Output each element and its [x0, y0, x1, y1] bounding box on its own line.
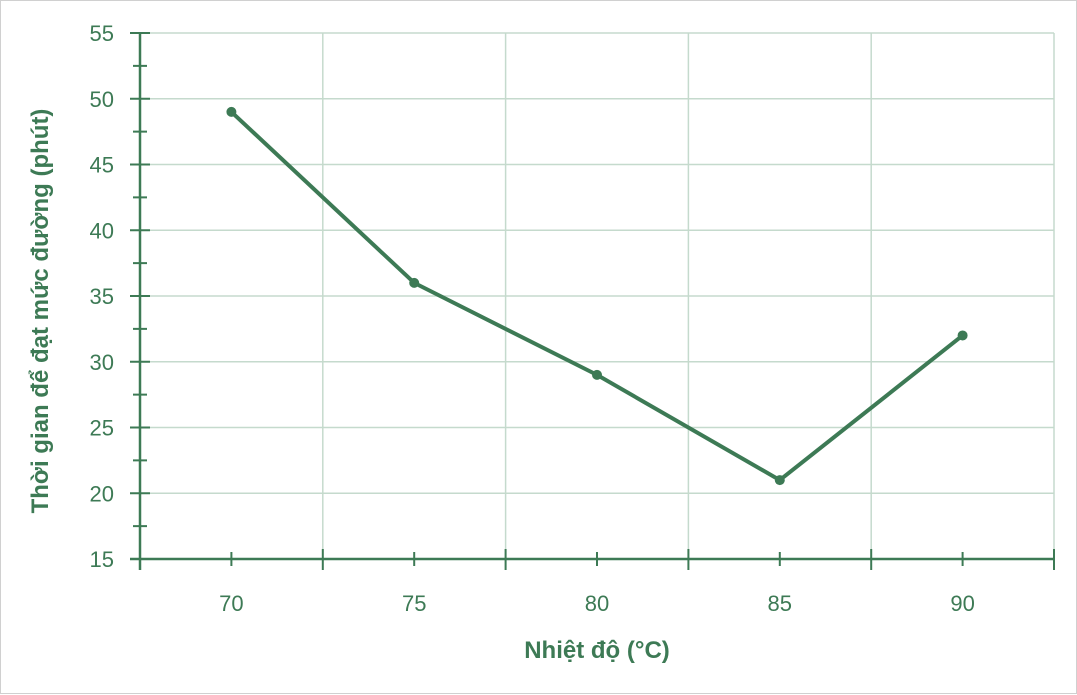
- y-tick-label: 50: [90, 87, 114, 112]
- data-point: [409, 277, 420, 288]
- y-axis-title: Thời gian để đạt mức đường (phút): [27, 109, 54, 514]
- y-tick-label: 30: [90, 350, 114, 375]
- y-tick-label: 25: [90, 416, 114, 441]
- x-axis-title: Nhiệt độ (°C): [524, 637, 670, 664]
- data-point: [592, 369, 602, 380]
- x-tick-label: 85: [768, 591, 792, 616]
- data-point: [957, 330, 968, 341]
- y-tick-label: 15: [90, 547, 114, 572]
- axes: [130, 32, 1055, 570]
- y-tick-label: 20: [90, 481, 114, 506]
- gridlines: [140, 32, 1055, 559]
- x-tick-label: 75: [402, 591, 426, 616]
- y-tick-label: 55: [90, 21, 114, 46]
- x-tick-labels: 70 75 80 85 90: [219, 591, 975, 616]
- y-tick-labels: 15 20 25 30 35 40 45 50 55: [90, 21, 114, 572]
- y-tick-label: 35: [90, 284, 114, 309]
- y-tick-label: 40: [90, 218, 114, 243]
- series: [226, 106, 968, 486]
- x-tick-label: 90: [950, 591, 974, 616]
- x-tick-label: 70: [219, 591, 243, 616]
- x-tick-label: 80: [585, 591, 609, 616]
- data-point: [226, 106, 237, 117]
- y-tick-label: 45: [90, 153, 114, 178]
- data-point: [774, 475, 785, 486]
